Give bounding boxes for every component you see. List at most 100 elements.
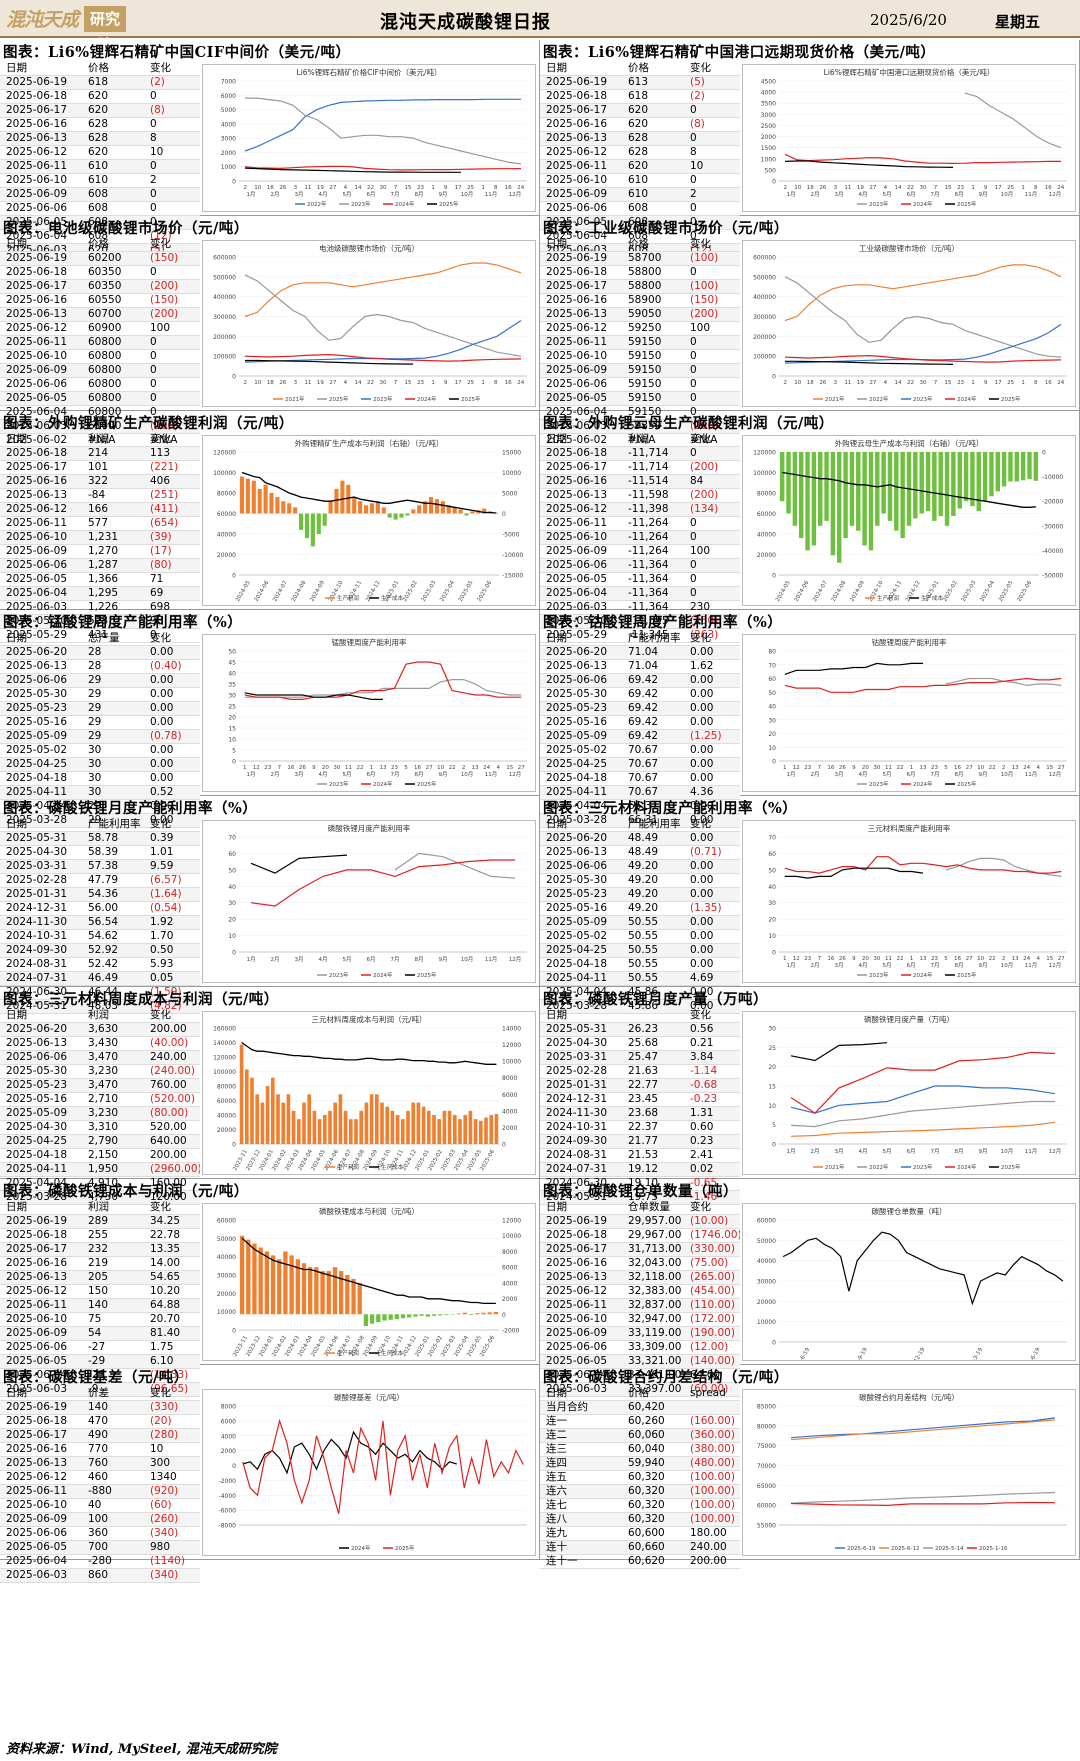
table-cell: 2024-10-31 [0,929,82,944]
table-cell: 40 [82,1498,144,1513]
profit-bar [957,452,962,509]
profit-bar [301,1263,307,1315]
profit-bar [295,1259,300,1315]
column-header: 产能利用率 [622,632,684,646]
table-cell: 3,310 [82,1120,144,1135]
table-cell: 0 [684,215,740,230]
table-cell: (654) [144,516,200,531]
table-cell: 25.68 [622,1036,684,1051]
table-cell: 6.10 [144,1354,200,1369]
table-row: 2025-05-23 49.20 0.00 [540,887,740,902]
x-tick-label: 2025-05 [458,580,475,603]
x-tick-label: 9 [444,380,448,386]
table-cell: 0 [144,215,200,230]
table-row: 2025-06-05 -29 6.10 [0,1354,200,1369]
table-cell: 2025-06-04 [0,586,82,601]
table-cell: 2025-06-17 [0,279,82,294]
table-cell: 2024-11-30 [0,915,82,930]
table-row: 2025-06-18 618 (2) [540,89,740,104]
x-tick-label: 12 [253,765,260,771]
y-tick-label: 10000 [757,1319,776,1326]
x-tick-label: 17 [995,185,1002,191]
chart: 磷酸铁锂月度产能利用率 70 60 50 40 30 20 10 0 1月 2月 3月 4月 5月 6月 7月… [202,820,536,983]
table-cell: 2025-06-16 [0,1256,82,1271]
table-row: 2025-04-18 50.55 0.00 [540,957,740,972]
x-tick-label: 15 [945,185,952,191]
profit-bar [434,499,440,514]
table-cell: 2025-06-13 [540,1270,622,1285]
profit-bar [314,1267,319,1315]
table-row: 2025-05-23 3,470 760.00 [0,1078,200,1093]
y-tick-label: 70 [768,662,776,669]
table-cell: 2025-06-18 [0,1228,82,1243]
column-header: 日期 [540,1387,622,1401]
table-row: 2025-06-04 -280 (1140) [0,1554,200,1569]
table-row: 2025-06-06 -11,364 0 [540,558,740,573]
month-label: 12月 [509,771,522,778]
table-cell: 1340 [144,1470,200,1485]
x-tick-label: 2025-02 [942,580,959,603]
table-cell: 2025-05-09 [540,729,622,744]
month-label: 11月 [1025,1148,1038,1155]
table-cell: (1140) [144,1554,200,1569]
x-tick-label: 2025-02 [402,580,419,603]
profit-bar [345,1275,350,1315]
table-cell: 2025-06-16 [0,293,82,308]
table-cell: 2025-04-04 [0,1176,82,1191]
table-cell: 2025-06-19 [0,251,82,266]
y-tick-label: 30000 [757,1279,776,1286]
x-tick-label: 4 [344,185,348,191]
legend-label: 2023年 [373,395,393,403]
table-row: 2025-06-06 -27 1.75 [0,1340,200,1355]
profit-bar [364,1102,369,1144]
table-cell: -23 [82,1368,144,1383]
series-line [790,1051,1056,1114]
table-cell: 2025-02-28 [540,1064,622,1079]
table-row: 2025-06-12 460 1340 [0,1470,200,1485]
legend-label: 2024年 [913,200,933,208]
x-tick-label: 4 [496,765,500,771]
x-tick-label: 2 [462,765,466,771]
table-cell: 1,287 [82,558,144,573]
table-cell: 25.47 [622,1050,684,1065]
legend-label: 2024年 [957,1163,977,1171]
table-cell: 490 [82,1428,144,1443]
table-cell: (14.33) [144,1368,200,1383]
profit-bar [346,484,351,514]
table-cell: (251) [144,488,200,503]
y-tick-label: 40000 [217,532,236,539]
table-cell: 0.05 [144,971,200,986]
x-tick-label: 27 [966,956,973,962]
table-cell: (80.00) [144,1106,200,1121]
table-cell: 0 [684,530,740,545]
x-tick-label: 26 [819,380,826,386]
y-tick-label: 45 [228,660,236,667]
table-cell: 60350 [82,279,144,294]
table-row: 2025-06-17 60350 (200) [0,279,200,294]
table-cell: 13.35 [144,1242,200,1257]
x-tick-label: 10 [254,185,261,191]
table-row: 2025-05-02 50.55 0.00 [540,929,740,944]
profit-bar [269,493,274,514]
x-tick-label: 10 [254,380,261,386]
table-row: 2025-05-16 2,710 (520.00) [0,1092,200,1107]
x-tick-label: 10 [794,380,801,386]
y-tick-label: 40 [768,704,776,711]
table-cell: 2025-06-10 [540,349,622,364]
profit-bar [352,497,357,514]
table-cell: 2025-06-16 [540,293,622,308]
month-label: 10月 [1001,1148,1014,1155]
table-row: 2025-06-17 232 13.35 [0,1242,200,1257]
y-tick-label: 30 [768,900,776,907]
table-row: 2025-05-09 50.55 0.00 [540,915,740,930]
table-row: 2025-06-13 71.04 1.62 [540,659,740,674]
table-row: 2024-10-31 22.37 0.60 [540,1120,740,1135]
table-cell: 2025-05-30 [0,1064,82,1079]
table-cell: 50.55 [622,957,684,972]
x-tick-label: 11 [885,956,892,962]
month-label: 9月 [439,191,448,198]
x-tick-label: 13 [1012,956,1019,962]
series-line [790,1042,888,1062]
